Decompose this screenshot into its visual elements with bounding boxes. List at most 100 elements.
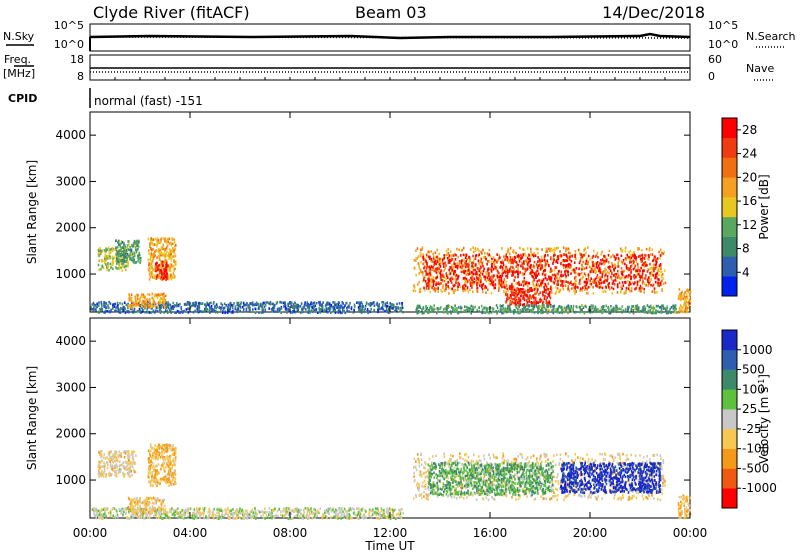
power-cell (521, 273, 524, 276)
power-cell (170, 277, 173, 281)
velocity-cell (171, 464, 174, 467)
power-cell (559, 250, 561, 253)
power-cell (503, 290, 505, 293)
power-cell (286, 311, 288, 314)
power-cell (610, 286, 613, 289)
power-cell (515, 291, 517, 294)
power-colorbar-cell (722, 216, 737, 237)
freq-label: Freq. (4, 53, 31, 66)
power-cell (500, 283, 502, 287)
power-cell (535, 276, 537, 279)
power-cell (540, 279, 542, 283)
power-cell (545, 263, 547, 266)
power-cell (581, 255, 584, 259)
power-cell (470, 276, 472, 280)
power-cell (575, 275, 577, 279)
power-cell (483, 306, 485, 310)
power-cell (557, 311, 559, 314)
power-cell (605, 272, 607, 275)
power-cell (535, 283, 538, 286)
power-cell (622, 284, 625, 287)
power-cell (503, 285, 505, 289)
power-cell (133, 259, 135, 262)
velocity-cell (302, 513, 305, 516)
power-cell (228, 308, 231, 312)
power-cell (664, 307, 666, 310)
power-cell (104, 254, 107, 257)
power-cell (125, 303, 128, 307)
power-cell (162, 299, 164, 303)
power-cell (511, 283, 513, 286)
power-cell (500, 305, 503, 308)
power-cell (490, 311, 492, 314)
power-cell (642, 307, 644, 311)
power-cell (507, 249, 510, 252)
power-cell (152, 301, 155, 304)
power-cell (128, 293, 130, 296)
power-cell (593, 281, 595, 284)
power-cell (558, 290, 561, 293)
power-cell (509, 267, 511, 271)
power-cell (105, 259, 107, 263)
power-cell (649, 262, 651, 266)
power-cell (612, 274, 615, 277)
power-cell (106, 310, 108, 313)
velocity-cell (148, 480, 150, 484)
power-cell (125, 259, 127, 263)
power-cell (491, 274, 493, 278)
power-cell (151, 255, 153, 259)
power-cell (470, 284, 472, 287)
power-cell (552, 262, 554, 265)
power-cell (541, 309, 543, 312)
velocity-cell (165, 478, 168, 482)
power-cell (662, 277, 664, 280)
power-cell (158, 255, 161, 258)
power-cell (428, 269, 431, 273)
power-cell (478, 262, 480, 265)
power-cell (609, 265, 611, 269)
velocity-cell (167, 458, 169, 462)
power-cell (617, 307, 619, 311)
power-cell (369, 301, 372, 305)
velocity-cell (174, 451, 177, 454)
power-cell (170, 263, 173, 267)
date-title: 14/Dec/2018 (602, 3, 705, 22)
power-cell (291, 304, 293, 308)
power-cell (548, 309, 551, 313)
power-cell (508, 305, 511, 308)
power-cell (611, 292, 614, 295)
power-cell (159, 249, 162, 252)
power-cell (543, 306, 546, 310)
power-cell (673, 304, 675, 308)
power-cell (583, 280, 586, 284)
power-cell (220, 306, 223, 309)
power-cell (272, 306, 274, 310)
power-cell (479, 268, 481, 271)
power-cell (165, 268, 167, 272)
power-cell (120, 241, 123, 245)
power-cell (496, 265, 498, 269)
power-cell (369, 304, 372, 307)
power-cell (641, 256, 644, 260)
power-cell (339, 310, 341, 314)
power-cell (427, 273, 429, 276)
power-cell (545, 301, 548, 305)
power-cell (119, 311, 122, 314)
power-cell (645, 262, 647, 266)
power-cell (208, 302, 211, 305)
power-cell (564, 284, 567, 287)
velocity-cell (147, 474, 150, 477)
power-cell (126, 248, 128, 252)
power-cell (130, 301, 133, 305)
power-cell (563, 310, 566, 314)
power-cell (555, 290, 558, 293)
power-cell (208, 304, 211, 308)
power-cell (517, 270, 519, 274)
power-cell (90, 307, 93, 311)
power-cell (618, 307, 621, 311)
power-cell (615, 279, 618, 282)
power-cell (547, 301, 550, 304)
velocity-cell (120, 452, 122, 456)
power-cell (522, 260, 525, 263)
power-cell (427, 311, 430, 315)
